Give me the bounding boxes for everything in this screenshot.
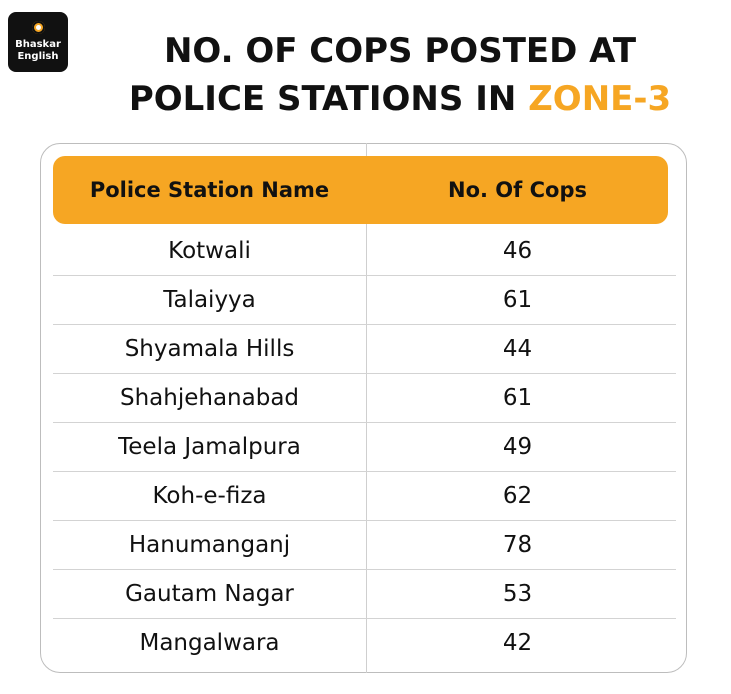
table-row: Koh-e-fiza 62 [53,472,676,521]
cop-count-cell: 53 [502,581,533,607]
logo-sun-icon [32,21,45,34]
table-row: Gautam Nagar 53 [53,570,676,619]
table-row: Hanumanganj 78 [53,521,676,570]
table-row: Shyamala Hills 44 [53,325,676,374]
station-name-cell: Koh-e-fiza [152,483,267,509]
station-name-cell: Gautam Nagar [125,581,294,607]
column-header-cop-count: No. Of Cops [448,178,587,202]
table-row: Kotwali 46 [53,227,676,276]
station-name-cell: Kotwali [168,238,251,264]
cop-count-cell: 42 [502,630,533,656]
page-title-accent: ZONE-3 [528,79,672,119]
station-name-cell: Hanumanganj [128,532,291,558]
station-name-cell: Talaiyya [163,287,256,313]
station-name-cell: Shahjehanabad [119,385,300,411]
table-row: Teela Jamalpura 49 [53,423,676,472]
table-row: Shahjehanabad 61 [53,374,676,423]
cop-count-cell: 49 [502,434,533,460]
cop-count-cell: 61 [502,385,533,411]
page-title-prefix: POLICE STATIONS IN [128,79,529,119]
cop-count-cell: 62 [502,483,533,509]
cop-count-cell: 78 [502,532,533,558]
table-row: Talaiyya 61 [53,276,676,325]
cop-count-cell: 46 [502,238,533,264]
page-title-line-1: NO. OF COPS POSTED AT [163,31,637,71]
data-table-card [40,143,687,673]
logo-line-1: Bhaskar [15,39,61,50]
table-header-bar [53,156,668,224]
logo-line-2: English [17,51,59,62]
station-name-cell: Shyamala Hills [124,336,295,362]
table-row: Mangalwara 42 [53,619,676,668]
bhaskar-english-logo: Bhaskar English [8,12,68,72]
column-divider [366,143,367,673]
station-name-cell: Mangalwara [139,630,280,656]
page-title-line-2: POLICE STATIONS IN ZONE-3 [60,78,731,120]
column-header-station-name: Police Station Name [89,178,330,202]
cop-count-cell: 61 [502,287,533,313]
cop-count-cell: 44 [502,336,533,362]
station-name-cell: Teela Jamalpura [118,434,301,460]
